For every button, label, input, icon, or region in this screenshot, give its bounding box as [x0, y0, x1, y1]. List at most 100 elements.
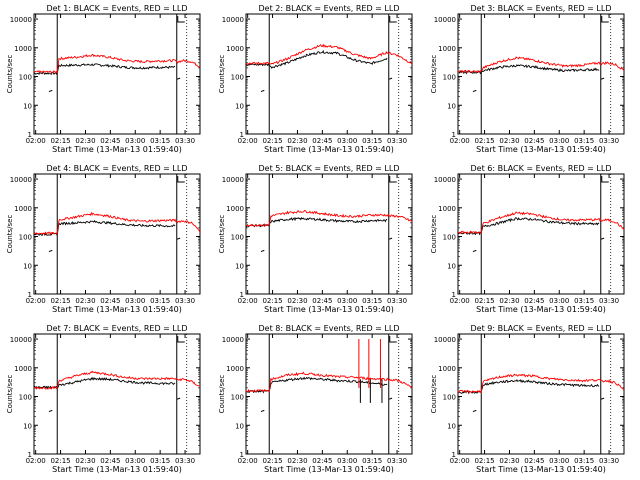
y-tick-label: 1000	[226, 45, 244, 53]
x-tick-label: 03:00	[337, 457, 357, 465]
x-tick-label: 02:00	[450, 297, 470, 305]
x-tick-label: 03:30	[599, 137, 619, 145]
events-dropout-segment	[472, 249, 477, 253]
y-axis-label: Counts/sec	[218, 215, 226, 254]
x-tick-label: 02:15	[474, 457, 494, 465]
events-dropout-segment	[600, 237, 605, 240]
x-tick-label: 03:15	[150, 297, 170, 305]
y-tick-label: 1	[28, 291, 32, 299]
x-tick-label: 02:45	[524, 137, 544, 145]
panel-det-1: Det 1: BLACK = Events, RED = LLD 1 10 100 10…	[6, 4, 201, 154]
y-axis-label: Counts/sec	[218, 55, 226, 94]
x-tick-label: 02:30	[499, 137, 519, 145]
y-tick-label: 1000	[438, 205, 456, 213]
y-tick-label: 10000	[222, 336, 244, 344]
panel-det-6: Det 6: BLACK = Events, RED = LLD 1 10 100 10…	[430, 164, 625, 314]
events-dropout-segment	[600, 397, 605, 400]
y-axis-label: Counts/sec	[430, 215, 438, 254]
plot-frame	[457, 333, 625, 455]
x-tick-label: 02:15	[50, 297, 70, 305]
x-axis-label: Start Time (13-Mar-13 01:59:40)	[264, 145, 394, 154]
lld-series-line	[245, 209, 413, 227]
events-dropout-segment	[176, 397, 181, 400]
y-tick-label: 1000	[438, 45, 456, 53]
y-tick-label: 1	[240, 451, 244, 459]
x-axis-label: Start Time (13-Mar-13 01:59:40)	[264, 305, 394, 314]
x-tick-label: 03:00	[549, 137, 569, 145]
events-dropout-segment	[472, 409, 477, 413]
x-tick-label: 03:30	[175, 297, 195, 305]
events-dropout-segment	[48, 409, 53, 413]
x-tick-label: 02:30	[287, 137, 307, 145]
y-axis-label: Counts/sec	[6, 375, 14, 414]
x-tick-label: 02:15	[262, 137, 282, 145]
x-tick-label: 03:00	[125, 137, 145, 145]
lld-series-line	[33, 211, 201, 236]
panel-det-8: Det 8: BLACK = Events, RED = LLD 1 10 100 10…	[218, 324, 413, 474]
y-tick-label: 10000	[10, 336, 32, 344]
events-series-line	[245, 49, 388, 69]
y-tick-label: 10	[235, 422, 244, 430]
marker-bracket	[177, 176, 185, 183]
y-axis-label: Counts/sec	[218, 375, 226, 414]
y-tick-label: 10	[235, 262, 244, 270]
events-dropout-segment	[472, 89, 477, 93]
x-axis-label: Start Time (13-Mar-13 01:59:40)	[52, 145, 182, 154]
plot-frame	[33, 13, 201, 135]
panel-title: Det 2: BLACK = Events, RED = LLD	[259, 4, 400, 13]
marker-bracket	[601, 336, 609, 343]
x-tick-label: 02:15	[50, 137, 70, 145]
x-tick-label: 03:15	[574, 297, 594, 305]
y-tick-label: 10000	[434, 336, 456, 344]
x-tick-label: 02:45	[312, 137, 332, 145]
x-tick-label: 02:00	[26, 137, 46, 145]
plot-frame	[245, 13, 413, 135]
panel-title: Det 6: BLACK = Events, RED = LLD	[471, 164, 612, 173]
y-tick-label: 10	[23, 102, 32, 110]
x-axis-label: Start Time (13-Mar-13 01:59:40)	[52, 465, 182, 474]
y-tick-label: 10000	[222, 176, 244, 184]
x-tick-label: 03:15	[362, 297, 382, 305]
lld-series-line	[457, 56, 625, 74]
x-tick-label: 02:30	[499, 297, 519, 305]
y-tick-label: 1000	[226, 365, 244, 373]
x-tick-label: 03:30	[175, 457, 195, 465]
x-tick-label: 02:45	[524, 457, 544, 465]
x-tick-label: 03:15	[574, 457, 594, 465]
x-tick-label: 03:00	[549, 457, 569, 465]
x-tick-label: 02:30	[75, 457, 95, 465]
x-tick-label: 02:30	[75, 297, 95, 305]
x-tick-label: 03:15	[362, 137, 382, 145]
x-tick-label: 03:00	[549, 297, 569, 305]
x-tick-label: 02:30	[499, 457, 519, 465]
marker-bracket	[389, 336, 397, 343]
y-tick-label: 100	[231, 394, 244, 402]
x-tick-label: 02:15	[262, 457, 282, 465]
panel-title: Det 4: BLACK = Events, RED = LLD	[47, 164, 188, 173]
events-series-line	[457, 64, 600, 75]
y-tick-label: 1000	[438, 365, 456, 373]
panel-det-9: Det 9: BLACK = Events, RED = LLD 1 10 100 10…	[430, 324, 625, 474]
lld-series-line	[245, 43, 413, 66]
x-tick-label: 03:15	[150, 457, 170, 465]
x-tick-label: 02:45	[312, 457, 332, 465]
y-tick-label: 1	[452, 451, 456, 459]
marker-bracket	[601, 16, 609, 23]
y-tick-label: 1	[452, 131, 456, 139]
x-tick-label: 02:00	[450, 457, 470, 465]
y-axis-label: Counts/sec	[6, 215, 14, 254]
y-tick-label: 100	[443, 394, 456, 402]
x-tick-label: 02:45	[100, 137, 120, 145]
plot-frame	[457, 13, 625, 135]
x-axis-label: Start Time (13-Mar-13 01:59:40)	[264, 465, 394, 474]
x-axis-label: Start Time (13-Mar-13 01:59:40)	[476, 465, 606, 474]
events-dropout-segment	[176, 77, 181, 80]
x-tick-label: 02:15	[474, 297, 494, 305]
marker-bracket	[177, 336, 185, 343]
panel-det-4: Det 4: BLACK = Events, RED = LLD 1 10 100 10…	[6, 164, 201, 314]
events-series-line	[33, 376, 176, 390]
marker-bracket	[389, 16, 397, 23]
plot-frame	[245, 173, 413, 295]
plot-frame	[245, 333, 413, 455]
x-tick-label: 02:30	[287, 297, 307, 305]
